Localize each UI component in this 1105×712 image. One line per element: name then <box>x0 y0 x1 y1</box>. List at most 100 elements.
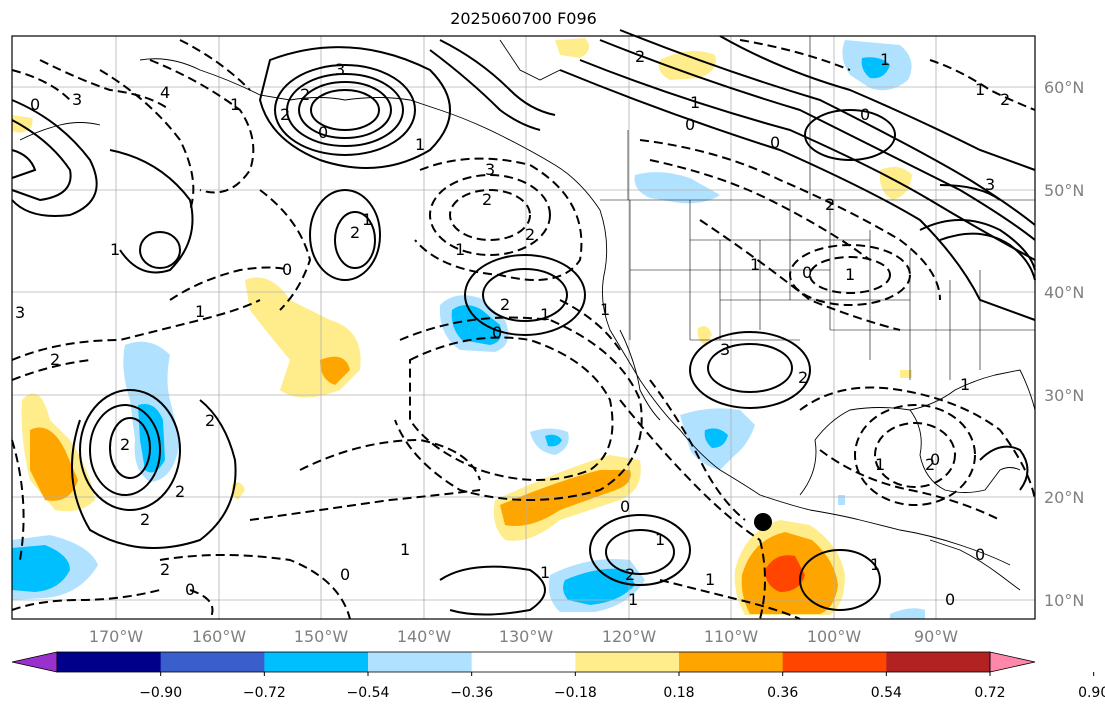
solid-contours <box>11 29 1036 616</box>
contour-label: 2 <box>825 195 835 214</box>
contour-label: 0 <box>620 497 630 516</box>
colorbar-tick-label: −0.18 <box>554 685 597 701</box>
latitude-axis: 60°N 50°N 40°N 30°N 20°N 10°N <box>1044 78 1084 610</box>
contour-label: 2 <box>160 560 170 579</box>
negative-anomaly-region <box>838 495 845 505</box>
lat-label: 30°N <box>1044 386 1084 405</box>
map-frame <box>11 35 1036 620</box>
contour-label: 2 <box>50 350 60 369</box>
contour-label: 0 <box>185 580 195 599</box>
contour-label: 1 <box>628 590 638 609</box>
colorbar-tick-label: −0.72 <box>243 685 286 701</box>
colorbar-ticks: −0.90 −0.72 −0.54 −0.36 −0.18 0.18 0.36 0.54 0.7… <box>139 672 1105 701</box>
contour-label: 0 <box>318 123 328 142</box>
lon-label: 140°W <box>397 627 452 646</box>
contour-label: 1 <box>875 455 885 474</box>
strong-negative-anomaly-region <box>138 404 165 473</box>
contour-label: 1 <box>540 563 550 582</box>
strong-negative-anomaly-region <box>545 434 562 447</box>
contour-label: 2 <box>350 223 360 242</box>
strong-positive-anomaly-region <box>500 470 631 526</box>
contour-label: 2 <box>175 482 185 501</box>
contour-label: 1 <box>690 93 700 112</box>
contour-label: 2 <box>280 105 290 124</box>
strong-negative-anomaly-region <box>861 57 890 79</box>
shaded-anomalies <box>12 38 925 619</box>
positive-anomaly-region <box>879 166 912 200</box>
colorbar-segment <box>264 652 369 672</box>
contour-label: 1 <box>415 135 425 154</box>
positive-anomaly-region <box>900 370 912 378</box>
longitude-axis: 170°W 160°W 150°W 140°W 130°W 120°W 110°… <box>89 627 958 646</box>
contour-label: 0 <box>975 545 985 564</box>
strong-negative-anomaly-region <box>12 545 70 592</box>
contour-label: 1 <box>400 540 410 559</box>
dashed-contours <box>11 39 1036 620</box>
contour-label: 2 <box>140 510 150 529</box>
colorbar-tick-label: −0.36 <box>450 685 493 701</box>
colorbar-border <box>56 651 991 673</box>
colorbar-segment <box>57 652 162 672</box>
lat-label: 60°N <box>1044 78 1084 97</box>
strong-positive-anomaly-region <box>320 356 350 385</box>
lon-label: 120°W <box>602 627 657 646</box>
lat-label: 40°N <box>1044 283 1084 302</box>
contour-label: 2 <box>120 435 130 454</box>
contour-label: 1 <box>880 50 890 69</box>
lon-label: 90°W <box>914 627 958 646</box>
contour-label: 0 <box>770 133 780 152</box>
lat-label: 10°N <box>1044 591 1084 610</box>
colorbar-tick-label: 0.72 <box>974 685 1005 701</box>
colorbar-segment <box>886 652 991 672</box>
colorbar-tick-label: −0.90 <box>139 685 182 701</box>
contour-label: 1 <box>195 302 205 321</box>
colorbar-extend-min <box>11 651 58 673</box>
contour-label: 2 <box>300 85 310 104</box>
contour-label: 2 <box>500 295 510 314</box>
contour-label: 1 <box>455 240 465 259</box>
contour-label: 0 <box>860 105 870 124</box>
lon-label: 160°W <box>192 627 247 646</box>
map-title: 2025060700 F096 <box>450 9 597 28</box>
colorbar-segment <box>782 652 887 672</box>
contour-label: 1 <box>975 80 985 99</box>
contour-label: 2 <box>205 411 215 430</box>
very-strong-positive-anomaly-region <box>765 555 805 592</box>
lat-label: 50°N <box>1044 181 1084 200</box>
contour-label: 4 <box>160 83 170 102</box>
lon-label: 110°W <box>704 627 759 646</box>
colorbar-segment <box>679 652 784 672</box>
contour-label: 2 <box>625 565 635 584</box>
contour-label: 1 <box>845 265 855 284</box>
contour-label: 0 <box>685 115 695 134</box>
contour-label: 1 <box>750 255 760 274</box>
contour-label: 0 <box>340 565 350 584</box>
contour-label: 3 <box>720 340 730 359</box>
contour-label: 1 <box>960 375 970 394</box>
colorbar-tick-label: 0.18 <box>663 685 694 701</box>
contour-label: 2 <box>798 368 808 387</box>
colorbar-extend-max <box>989 651 1036 673</box>
strong-positive-anomaly-region <box>30 427 78 501</box>
strong-negative-anomaly-region <box>704 428 728 448</box>
colorbar-tick-label: −0.54 <box>347 685 390 701</box>
lat-label: 20°N <box>1044 488 1084 507</box>
contour-label: 2 <box>635 47 645 66</box>
contour-label: 0 <box>802 263 812 282</box>
contour-label: 1 <box>110 240 120 259</box>
contour-label: 1 <box>362 210 372 229</box>
contour-label: 2 <box>925 455 935 474</box>
contour-label: 0 <box>30 95 40 114</box>
contour-label: 0 <box>492 323 502 342</box>
contour-label: 2 <box>482 190 492 209</box>
contour-label: 2 <box>1000 90 1010 109</box>
contour-label: 3 <box>985 175 995 194</box>
strong-negative-anomaly-region <box>563 568 635 605</box>
colorbar-segment <box>160 652 265 672</box>
contour-label: 1 <box>655 530 665 549</box>
lon-label: 150°W <box>294 627 349 646</box>
contour-label: 0 <box>945 590 955 609</box>
colorbar <box>11 651 1036 673</box>
